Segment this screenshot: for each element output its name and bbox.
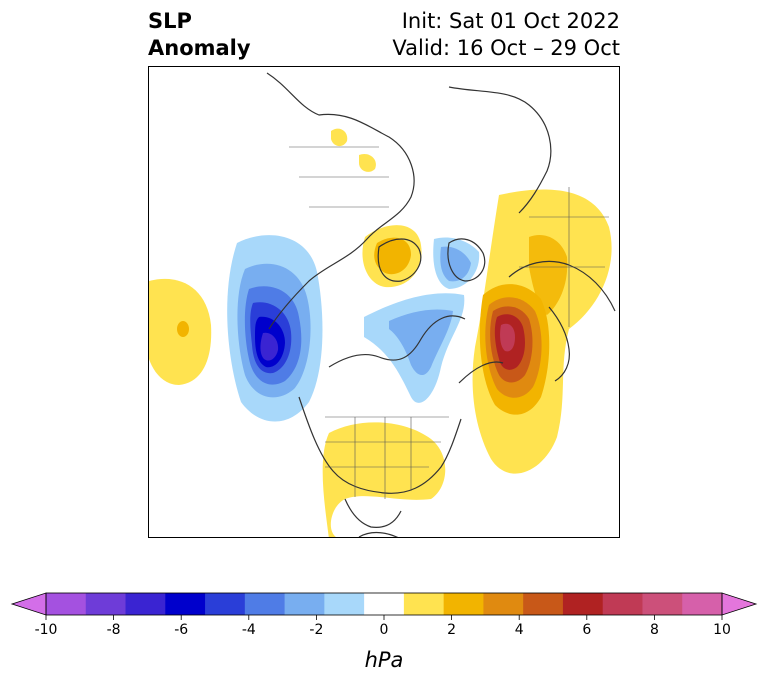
colorbar-segment xyxy=(642,593,683,615)
colorbar-tick-label: -6 xyxy=(174,622,188,638)
colorbar-tick-label: -10 xyxy=(35,622,58,638)
colorbar-segment xyxy=(602,593,643,615)
title-quantity: Anomaly xyxy=(148,36,251,60)
colorbar-tick-label: 8 xyxy=(650,622,659,638)
colorbar-segment xyxy=(46,593,87,615)
borders xyxy=(289,146,609,499)
colorbar-unit-label: hPa xyxy=(364,648,404,672)
colorbar-tick-label: -2 xyxy=(309,622,323,638)
title-variable: SLP xyxy=(148,9,192,33)
forecast-info: Init: Sat 01 Oct 2022 Valid: 16 Oct – 29… xyxy=(392,8,620,62)
colorbar-tick-label: 10 xyxy=(713,622,731,638)
colorbar-segment xyxy=(244,593,286,615)
colorbar-segment xyxy=(364,593,405,615)
map-panel xyxy=(148,66,620,538)
colorbar-segment xyxy=(682,593,723,615)
colorbar-min-extension xyxy=(10,592,47,616)
init-date: Init: Sat 01 Oct 2022 xyxy=(401,9,620,33)
colorbar-segments xyxy=(46,593,723,615)
colorbar-segment xyxy=(403,593,445,615)
colorbar-tick-label: 4 xyxy=(515,622,524,638)
colorbar-segment xyxy=(165,593,206,615)
colorbar-tick-label: 2 xyxy=(447,622,456,638)
valid-range: Valid: 16 Oct – 29 Oct xyxy=(392,36,620,60)
positive-anomaly-patches xyxy=(149,128,446,537)
colorbar-segment xyxy=(562,593,604,615)
chart-title: SLP Anomaly xyxy=(148,8,251,62)
colorbar-tick-label: 6 xyxy=(582,622,591,638)
arctic-low-anomaly xyxy=(364,237,480,403)
colorbar-max-extension xyxy=(721,592,758,616)
colorbar-tick-label: 0 xyxy=(380,622,389,638)
colorbar-segment xyxy=(443,593,484,615)
pacific-low-anomaly xyxy=(227,235,323,422)
atlantic-high-anomaly xyxy=(472,189,612,474)
colorbar-tick-label: -8 xyxy=(107,622,121,638)
colorbar-segment xyxy=(284,593,325,615)
colorbar-segment xyxy=(324,593,365,615)
colorbar-tick-label: -4 xyxy=(242,622,256,638)
colorbar-segment xyxy=(125,593,166,615)
colorbar-segment xyxy=(85,593,127,615)
colorbar-segment xyxy=(205,593,246,615)
colorbar-segment xyxy=(523,593,564,615)
colorbar-segment xyxy=(483,593,524,615)
colorbar: -10 -8 -6 -4 -2 0 2 4 6 8 10 xyxy=(10,592,758,638)
colorbar-ticks: -10 -8 -6 -4 -2 0 2 4 6 8 10 xyxy=(35,615,731,638)
anomaly-map xyxy=(149,67,619,537)
